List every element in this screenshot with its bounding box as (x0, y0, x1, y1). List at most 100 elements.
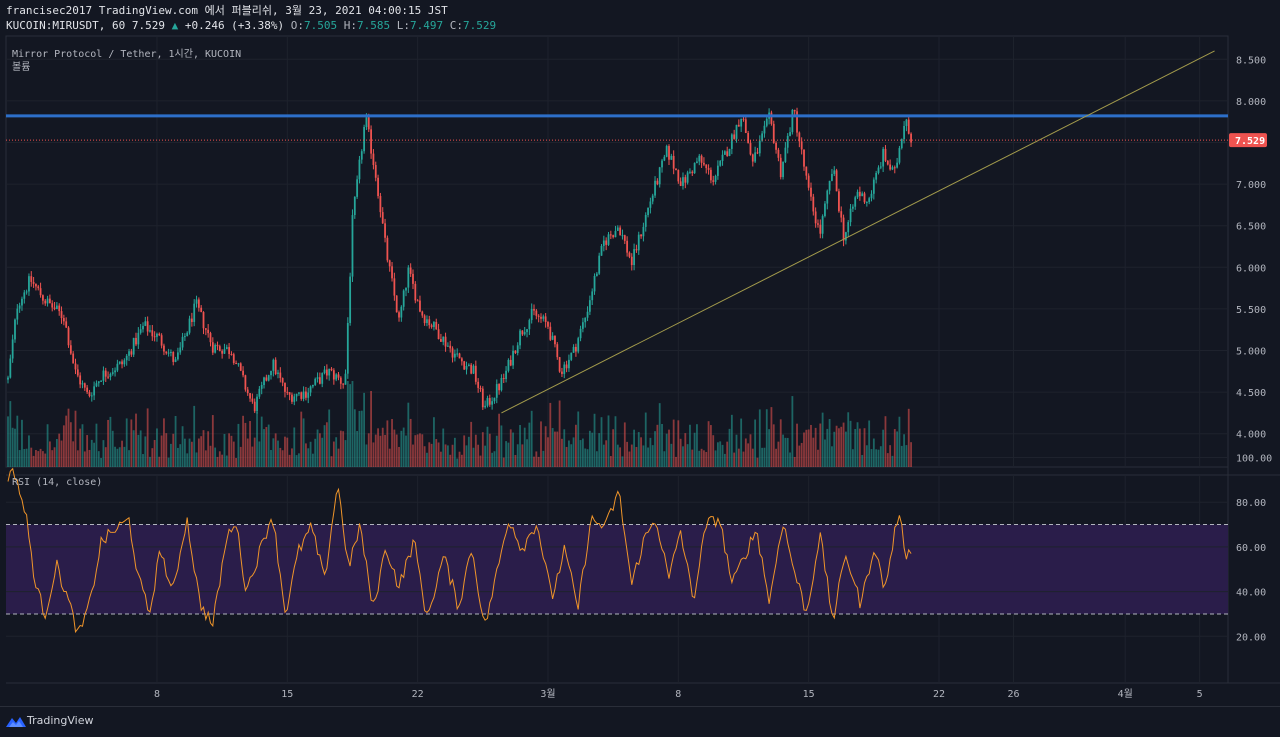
candle-body (300, 392, 303, 399)
candle-body (381, 212, 384, 224)
candle-body (44, 300, 47, 304)
volume-bar (195, 452, 198, 467)
candle-body (756, 152, 759, 154)
candle-body (398, 312, 400, 318)
volume-bar (777, 441, 780, 467)
candle-body (579, 328, 582, 339)
candle-body (237, 363, 240, 365)
volume-bar (544, 426, 547, 467)
volume-bar (125, 418, 128, 467)
volume-bar (765, 409, 768, 467)
candle-body (51, 303, 54, 308)
candle-body (889, 164, 892, 170)
candle-body (67, 327, 70, 346)
volume-bar (637, 432, 640, 467)
candle-body (605, 240, 608, 245)
volume-bar (167, 457, 170, 467)
candle-body (865, 201, 868, 203)
volume-bar (437, 442, 440, 467)
candle-body (898, 148, 901, 163)
candle-body (879, 166, 882, 168)
volume-bar (453, 437, 456, 467)
volume-bar (272, 438, 275, 467)
volume-bar (246, 438, 249, 467)
volume-bar (575, 424, 577, 467)
volume-bar (37, 451, 40, 467)
candle-body (456, 353, 459, 355)
candle-body (607, 234, 610, 245)
candle-body (700, 155, 703, 163)
volume-bar (856, 422, 859, 467)
candle-body (111, 372, 114, 374)
candle-body (875, 172, 878, 180)
volume-bar (772, 424, 775, 467)
candle-body (705, 164, 708, 169)
volume-bar (123, 446, 126, 467)
volume-bar (446, 445, 449, 467)
tradingview-logo-icon[interactable] (6, 715, 26, 729)
candle-body (547, 322, 549, 327)
volume-bar (109, 416, 112, 467)
candle-body (7, 377, 9, 380)
volume-bar (861, 455, 864, 467)
price-chart[interactable]: 8.5008.0007.5007.0006.5006.0005.5005.000… (0, 0, 1280, 706)
volume-bar (428, 442, 431, 467)
candle-body (251, 398, 254, 402)
volume-bar (76, 450, 79, 467)
volume-bar (488, 433, 491, 467)
candle-body (435, 322, 438, 330)
volume-bar (654, 431, 656, 467)
tradingview-brand[interactable]: TradingView (27, 714, 94, 727)
volume-bar (426, 452, 428, 467)
candle-body (707, 168, 710, 170)
volume-bar (295, 455, 298, 467)
last-price-badge (1229, 133, 1267, 148)
volume-bar (23, 449, 26, 467)
volume-bar (700, 448, 703, 467)
volume-bar (379, 435, 382, 467)
volume-bar (225, 455, 228, 467)
candle-body (370, 129, 372, 154)
volume-bar (635, 446, 638, 467)
volume-bar (107, 419, 109, 467)
candle-body (519, 330, 521, 346)
candle-body (156, 333, 158, 337)
candle-body (512, 350, 514, 366)
candle-body (267, 375, 270, 381)
candle-body (481, 388, 484, 408)
volume-bar (896, 431, 899, 467)
volume-bar (18, 450, 21, 467)
volume-bar (90, 439, 93, 467)
candle-body (828, 180, 831, 191)
candle-body (100, 380, 102, 382)
volume-bar (69, 422, 72, 467)
volume-bar (728, 428, 731, 467)
candle-body (758, 140, 761, 154)
volume-bar (607, 415, 610, 467)
volume-bar (202, 430, 205, 467)
price-tick-label: 6.000 (1236, 263, 1266, 274)
volume-bar (558, 400, 561, 467)
volume-bar (507, 442, 510, 467)
candle-body (451, 348, 454, 358)
candle-body (791, 109, 794, 133)
volume-bar (104, 447, 107, 467)
volume-bar (800, 442, 803, 467)
candle-body (831, 173, 833, 181)
volume-bar (30, 447, 33, 467)
candle-body (9, 358, 12, 378)
candle-body (726, 151, 729, 156)
candle-body (349, 276, 352, 323)
candle-body (807, 175, 810, 188)
volume-bar (616, 444, 619, 467)
volume-bar (523, 427, 526, 467)
volume-bar (668, 429, 670, 467)
volume-bar (577, 411, 580, 467)
candle-body (118, 361, 121, 364)
candle-body (263, 377, 265, 386)
volume-bar (44, 453, 47, 467)
candle-body (104, 370, 107, 377)
volume-bar (25, 448, 28, 467)
candle-body (575, 346, 577, 352)
volume-bar (744, 438, 747, 467)
